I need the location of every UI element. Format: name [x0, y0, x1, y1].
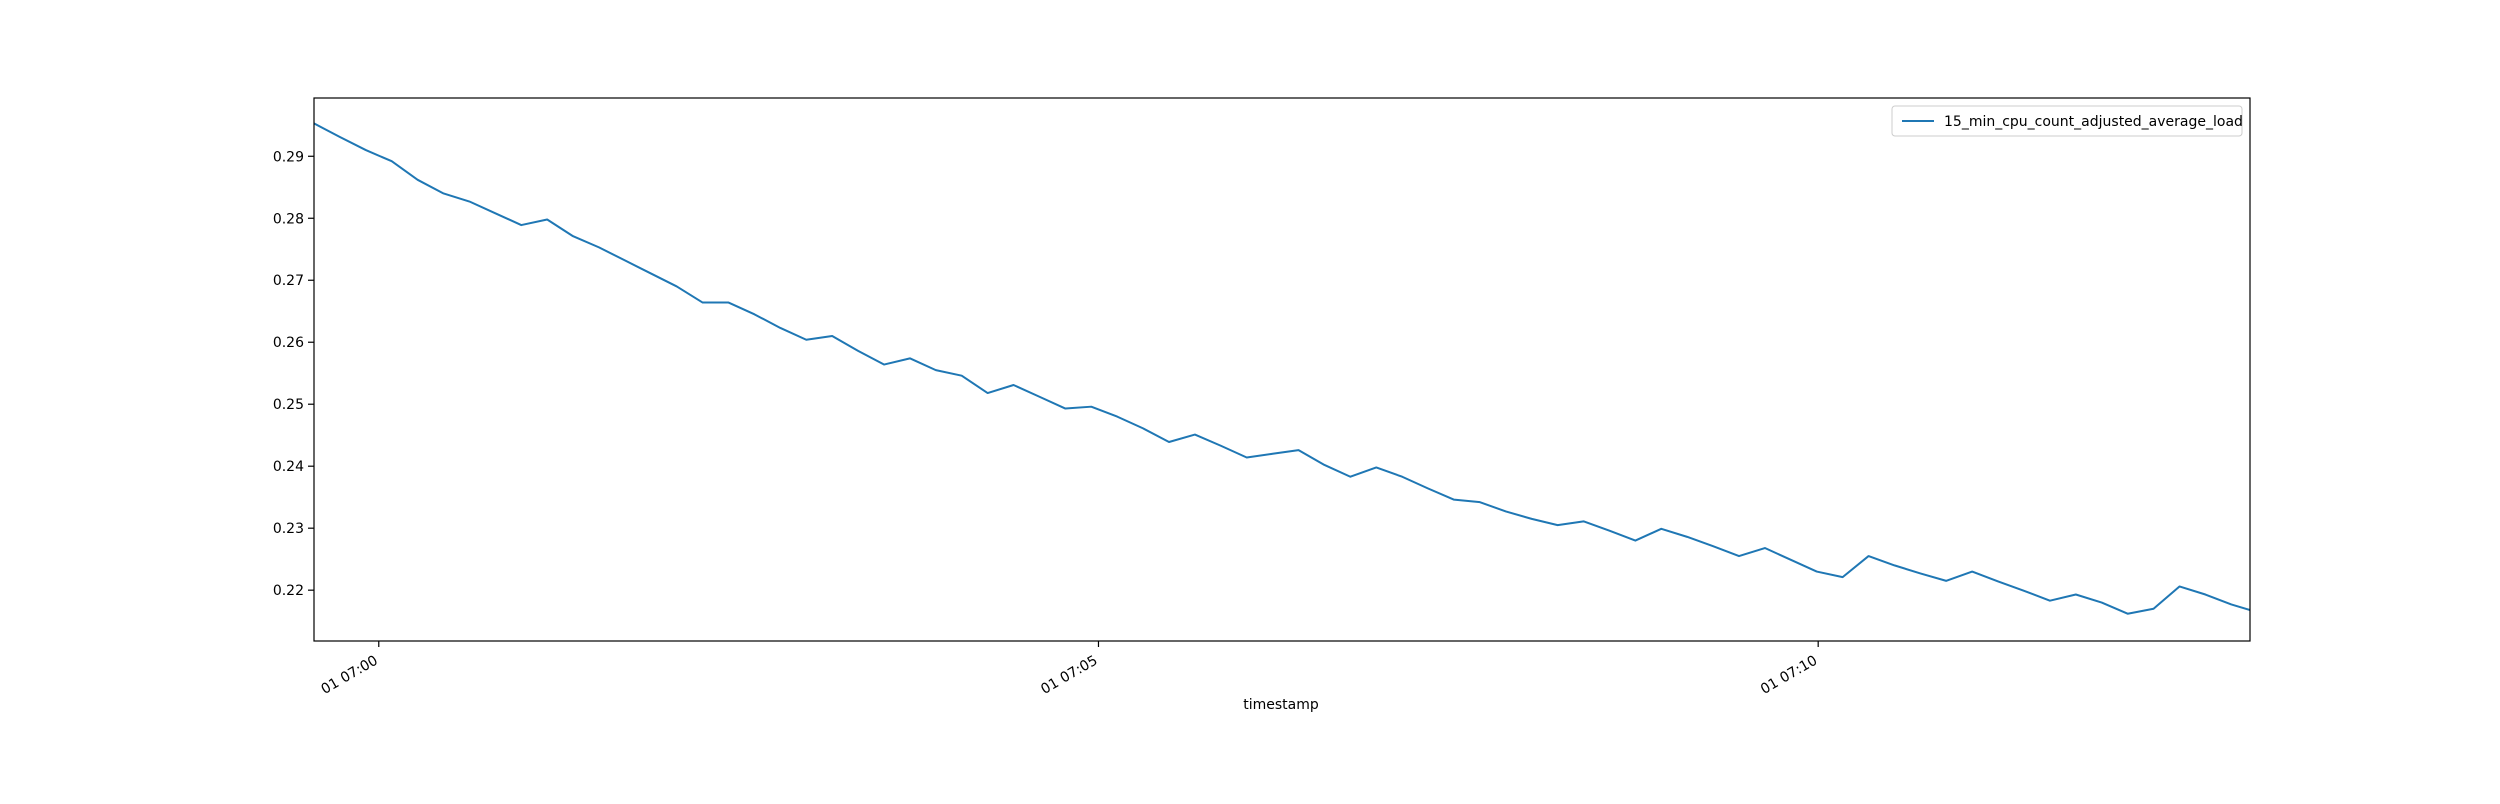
x-axis-label: timestamp [1243, 697, 1319, 713]
x-tick-label: 01 07:05 [1038, 653, 1100, 698]
y-tick-label: 0.22 [273, 583, 304, 599]
x-tick-label: 01 07:10 [1758, 653, 1820, 698]
y-tick-label: 0.29 [273, 149, 304, 165]
y-tick-label: 0.23 [273, 521, 304, 537]
x-axis-ticks: 01 07:00 01 07:05 01 07:10 [319, 641, 1820, 698]
y-tick-label: 0.24 [273, 459, 304, 475]
y-tick-label: 0.26 [273, 335, 304, 351]
legend-label: 15_min_cpu_count_adjusted_average_load [1944, 114, 2243, 130]
series-line-0 [314, 122, 2250, 615]
legend: 15_min_cpu_count_adjusted_average_load [1891, 105, 2243, 137]
plot-frame [313, 97, 2251, 642]
y-tick-label: 0.28 [273, 211, 304, 227]
x-tick-label: 01 07:00 [319, 653, 381, 698]
plot-area [313, 97, 2251, 642]
y-tick-label: 0.25 [273, 397, 304, 413]
y-axis-ticks: 0.22 0.23 0.24 0.25 0.26 0.27 0.28 0.29 [273, 149, 314, 599]
y-tick-label: 0.27 [273, 273, 304, 289]
legend-box [1891, 105, 2243, 137]
